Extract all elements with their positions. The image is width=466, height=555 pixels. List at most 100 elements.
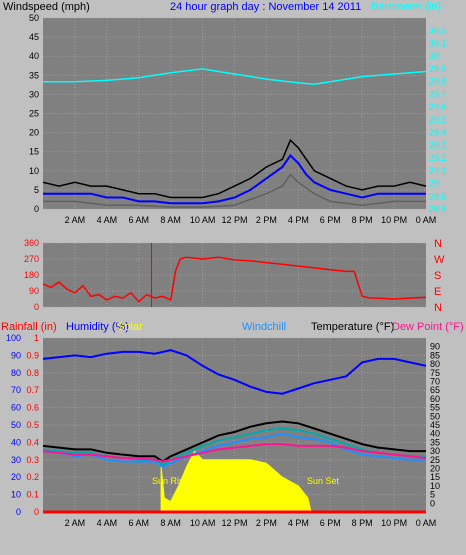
humidity-tick-label: 70	[11, 385, 21, 395]
windspeed-tick-label: 10	[29, 166, 39, 176]
barometer-tick-label: 29.2	[429, 153, 447, 163]
temperature-tick-label: 40	[430, 429, 440, 439]
humidity-tick-label: 50	[11, 420, 21, 430]
windspeed-tick-label: 35	[29, 70, 39, 80]
windspeed-tick-label: 25	[29, 109, 39, 119]
windspeed-grid	[43, 17, 426, 210]
windspeed-tick-label: 0	[34, 204, 39, 214]
time-tick-label: 2 AM	[65, 518, 86, 528]
windspeed-tick-label: 45	[29, 32, 39, 42]
humidity-tick-label: 80	[11, 368, 21, 378]
humidity-line	[42, 349, 427, 395]
time-tick-label: 0 AM	[416, 518, 437, 528]
rainfall-axis-ticks: 0 0.1 0.2 0.3 0.4 0.5 0.6 0.7 0.8 0.9 1	[26, 333, 39, 517]
windspeed-tick-label: 5	[34, 185, 39, 195]
humidity-axis-ticks: 0 10 20 30 40 50 60 70 80 90 100	[6, 333, 21, 517]
rainfall-tick-label: 1	[34, 333, 39, 343]
temperature-tick-label: 15	[430, 472, 440, 482]
time-tick-label: 10 PM	[381, 215, 407, 225]
gust_avg-line	[43, 153, 426, 205]
barometer-tick-label: 29.8	[429, 77, 447, 87]
time-tick-label: 10 AM	[190, 215, 216, 225]
wind-direction-tick-label: 180	[24, 270, 39, 280]
humidity-tick-label: 10	[11, 490, 21, 500]
temperature-tick-label: 35	[430, 437, 440, 447]
windspeed-series	[42, 68, 427, 208]
time-tick-label: 8 AM	[160, 518, 181, 528]
barometer-tick-label: 29.4	[429, 128, 447, 138]
rainfall-tick-label: 0.8	[26, 368, 39, 378]
time-tick-label: 10 AM	[190, 518, 216, 528]
barometer-tick-label: 29.6	[429, 102, 447, 112]
windchill-line	[42, 432, 426, 468]
barometer-tick-label: 30	[429, 51, 439, 61]
dew_point-line	[42, 443, 427, 463]
time-tick-label: 0 AM	[416, 215, 437, 225]
time-tick-label: 12 PM	[221, 518, 247, 528]
temperature-tick-label: 55	[430, 403, 440, 413]
time-tick-label: 4 PM	[288, 518, 309, 528]
time-tick-label: 6 PM	[320, 215, 341, 225]
rainfall-tick-label: 0	[34, 507, 39, 517]
humidity-tick-label: 40	[11, 437, 21, 447]
compass-label: S	[434, 270, 441, 282]
humidity-tick-label: 100	[6, 333, 21, 343]
barometer-axis-ticks: 28.8 28.9 29 29.1 29.2 29.3 29.4 29.5 29.6 29.7 29…	[429, 26, 447, 214]
windspeed-axis-label: Windspeed (mph)	[3, 1, 90, 13]
compass-label: W	[434, 254, 445, 266]
rainfall-tick-label: 0.5	[26, 420, 39, 430]
rainfall-tick-label: 0.2	[26, 472, 39, 482]
temperature-tick-label: 10	[430, 481, 440, 491]
time-tick-label: 2 AM	[65, 215, 86, 225]
solar-area	[160, 450, 312, 513]
humidity-tick-label: 20	[11, 472, 21, 482]
windchill-label: Windchill	[242, 321, 286, 333]
barometer-tick-label: 30.2	[429, 26, 447, 36]
rainfall-tick-label: 0.4	[26, 437, 39, 447]
windspeed-time-ticks: 2 AM 4 AM 6 AM 8 AM 10 AM 12 PM 2 PM 4 PM 6 PM 8 …	[65, 215, 437, 225]
rainfall-axis-label: Rainfall (in)	[1, 321, 57, 333]
time-tick-label: 10 PM	[381, 518, 407, 528]
windspeed-line	[42, 138, 427, 199]
barometer-line	[43, 68, 427, 85]
time-tick-label: 8 PM	[352, 518, 373, 528]
temperature-tick-label: 80	[430, 359, 440, 369]
wind-direction-grid	[43, 242, 426, 308]
temperature-tick-label: 0	[430, 498, 435, 508]
windspeed-tick-label: 15	[29, 147, 39, 157]
temperature-tick-label: 60	[430, 394, 440, 404]
barometer-tick-label: 29.5	[429, 115, 447, 125]
time-tick-label: 8 PM	[352, 215, 373, 225]
humidity-tick-label: 0	[16, 507, 21, 517]
time-tick-label: 6 PM	[320, 518, 341, 528]
time-tick-label: 4 AM	[97, 518, 118, 528]
temperature-tick-label: 85	[430, 350, 440, 360]
temperature-time-ticks: 2 AM 4 AM 6 AM 8 AM 10 AM 12 PM 2 PM 4 PM 6 PM 8 …	[65, 518, 437, 528]
compass-label: N	[434, 302, 442, 314]
windspeed-axis-ticks: 0 5 10 15 20 25 30 35 40 45 50	[29, 13, 39, 214]
time-tick-label: 4 AM	[97, 215, 118, 225]
barometer-tick-label: 29.9	[429, 64, 447, 74]
windspeed-tick-label: 30	[29, 89, 39, 99]
time-tick-label: 2 PM	[256, 215, 277, 225]
humidity-tick-label: 60	[11, 403, 21, 413]
rainfall-tick-label: 0.3	[26, 455, 39, 465]
wind-direction-line	[42, 256, 427, 303]
time-tick-label: 2 PM	[256, 518, 277, 528]
barometer-axis-label: Barometer (in)	[371, 1, 441, 13]
humidity-axis-label: Humidity (%)	[66, 321, 129, 333]
rainfall-tick-label: 0.9	[26, 350, 39, 360]
wind-direction-tick-label: 270	[24, 254, 39, 264]
rainfall-tick-label: 0.7	[26, 385, 39, 395]
wind-direction-tick-label: 90	[29, 286, 39, 296]
barometer-tick-label: 29	[429, 179, 439, 189]
rainfall-tick-label: 0.1	[26, 490, 39, 500]
time-tick-label: 6 AM	[128, 518, 149, 528]
time-tick-label: 4 PM	[288, 215, 309, 225]
solar-series	[160, 450, 312, 513]
barometer-tick-label: 29.7	[429, 89, 447, 99]
compass-label: N	[434, 238, 442, 250]
